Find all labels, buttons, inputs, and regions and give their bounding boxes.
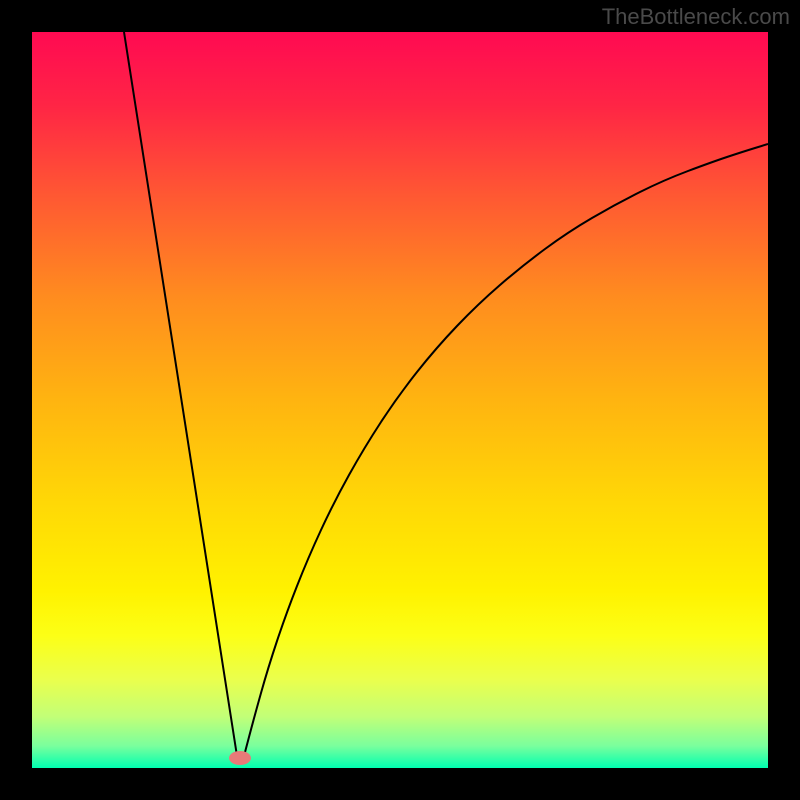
plot-area bbox=[32, 32, 768, 768]
watermark-text: TheBottleneck.com bbox=[602, 4, 790, 30]
bottleneck-curve bbox=[32, 32, 768, 768]
chart-container: TheBottleneck.com bbox=[0, 0, 800, 800]
minimum-marker bbox=[229, 751, 251, 765]
